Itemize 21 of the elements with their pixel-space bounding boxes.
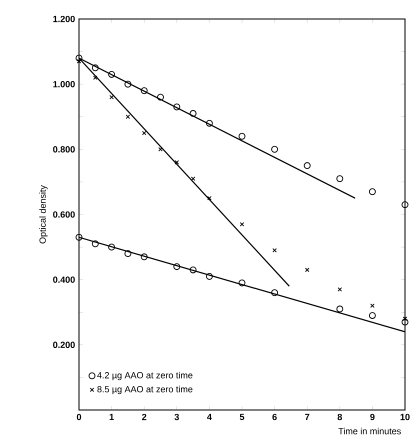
- x-tick-label: 6: [272, 414, 277, 420]
- x-tick-label: 7: [305, 414, 310, 420]
- x-tick-label: 5: [240, 414, 244, 420]
- x-axis-title: Time in minutes: [338, 428, 401, 434]
- y-tick-label: 0.200: [53, 342, 75, 348]
- y-tick-label: 0.800: [53, 146, 75, 153]
- x-tick-label: 1: [110, 414, 114, 420]
- y-tick-label: 1.000: [53, 80, 75, 88]
- x-tick-label: 9: [370, 414, 375, 420]
- y-tick-label: 1.200: [53, 16, 75, 22]
- y-tick-label: 0.400: [53, 276, 75, 283]
- x-tick-label: 3: [174, 414, 179, 420]
- x-tick-label: 2: [142, 414, 146, 420]
- x-tick-label: 10: [400, 414, 410, 420]
- legend-label: 8.5 µg AAO at zero time: [97, 386, 192, 394]
- x-tick-label: 4: [207, 414, 212, 420]
- y-axis-title: Optical density: [39, 185, 48, 244]
- legend-label: 4.2 µg AAO at zero time: [97, 372, 192, 380]
- y-tick-label: 0.600: [53, 211, 75, 218]
- x-tick-label: 8: [338, 414, 342, 420]
- x-tick-label: 0: [76, 414, 82, 420]
